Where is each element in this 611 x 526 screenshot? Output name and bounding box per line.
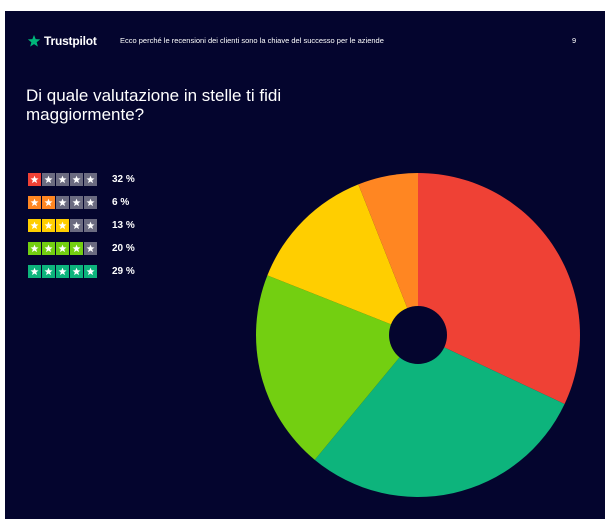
star-icon — [70, 219, 83, 232]
star-rating — [28, 173, 97, 186]
star-icon — [28, 265, 41, 278]
star-icon — [70, 265, 83, 278]
star-icon — [84, 173, 97, 186]
star-icon — [70, 196, 83, 209]
star-icon — [28, 242, 41, 255]
page-title: Di quale valutazione in stelle ti fidi m… — [26, 86, 282, 124]
pie-slice — [314, 335, 565, 497]
legend-value: 6 % — [112, 197, 130, 208]
star-icon — [56, 242, 69, 255]
legend-value: 29 % — [112, 266, 135, 277]
star-icon — [70, 173, 83, 186]
star-icon — [28, 173, 41, 186]
star-icon — [56, 173, 69, 186]
star-icon — [27, 34, 41, 47]
star-rating — [28, 265, 97, 278]
legend-value: 32 % — [112, 174, 135, 185]
star-icon — [28, 219, 41, 232]
pie-slice — [418, 173, 580, 404]
star-icon — [84, 196, 97, 209]
pie-center-hole — [389, 306, 447, 364]
star-icon — [42, 219, 55, 232]
star-icon — [28, 196, 41, 209]
star-icon — [70, 242, 83, 255]
star-icon — [42, 196, 55, 209]
legend-value: 13 % — [112, 220, 135, 231]
trustpilot-logo: Trustpilot — [27, 33, 97, 49]
star-icon — [84, 242, 97, 255]
slide: Trustpilot Ecco perché le recensioni dei… — [5, 11, 605, 519]
star-rating — [28, 242, 97, 255]
star-rating — [28, 196, 97, 209]
pie-slice — [358, 173, 418, 335]
legend-value: 20 % — [112, 243, 135, 254]
star-icon — [56, 265, 69, 278]
star-icon — [56, 196, 69, 209]
brand-name: Trustpilot — [44, 34, 97, 48]
pie-slice — [256, 275, 418, 460]
star-icon — [84, 219, 97, 232]
star-icon — [42, 173, 55, 186]
star-icon — [42, 265, 55, 278]
star-icon — [56, 219, 69, 232]
pie-slice — [267, 184, 418, 335]
star-icon — [84, 265, 97, 278]
star-rating — [28, 219, 97, 232]
page-number: 9 — [572, 36, 577, 45]
header-subtitle: Ecco perché le recensioni dei clienti so… — [120, 36, 384, 45]
star-icon — [42, 242, 55, 255]
